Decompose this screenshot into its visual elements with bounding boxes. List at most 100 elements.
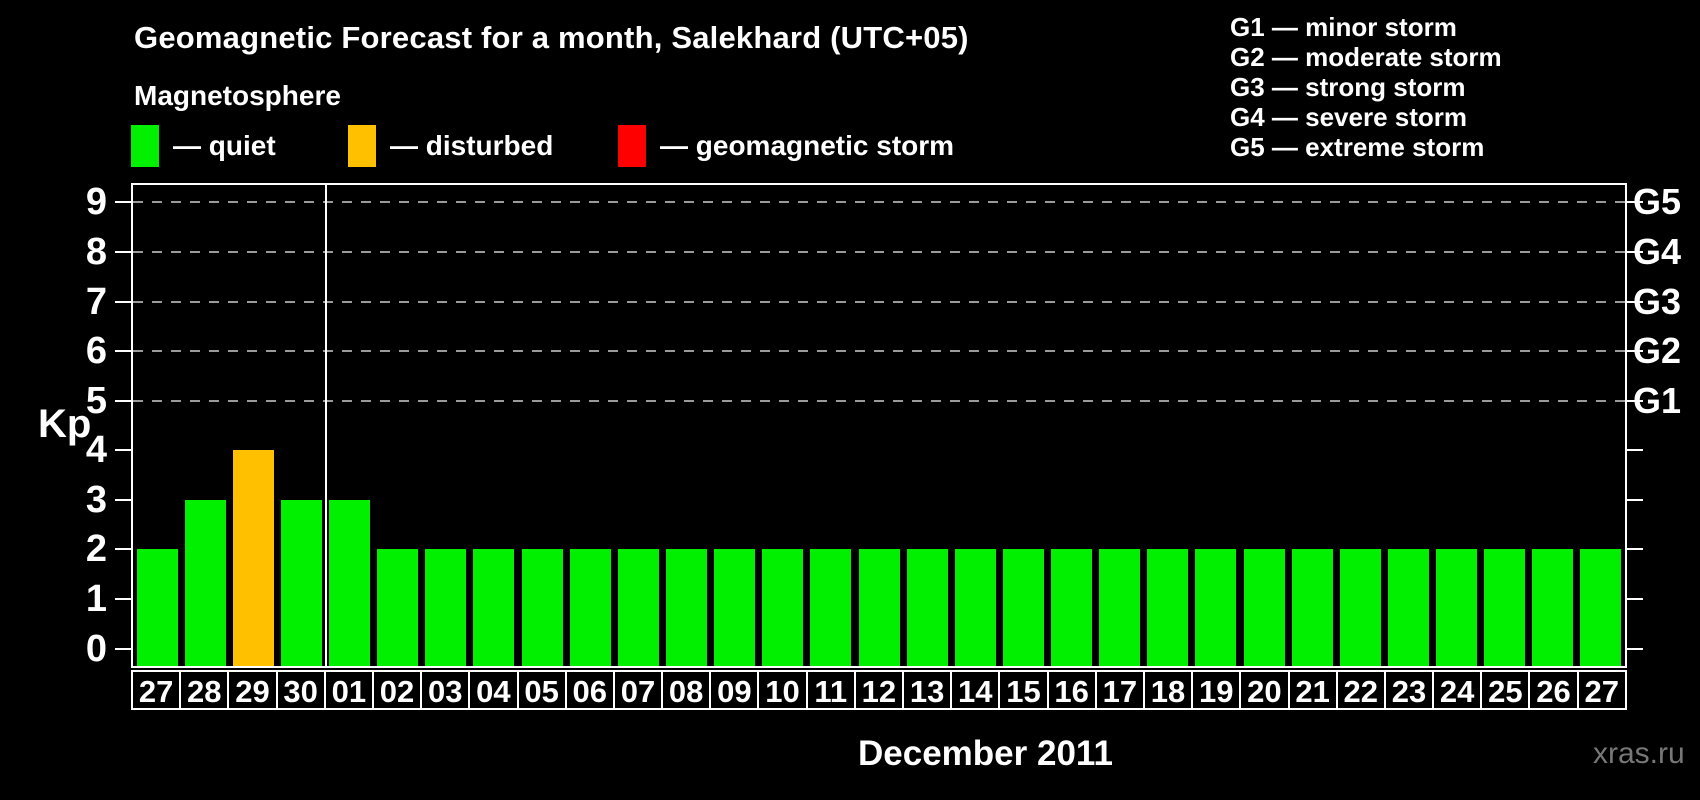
- day-label-cell: 27: [1576, 670, 1627, 710]
- day-label-cell: 11: [805, 670, 856, 710]
- day-label-cell: 04: [468, 670, 519, 710]
- day-label-cell: 28: [179, 670, 230, 710]
- day-label-cell: 24: [1432, 670, 1483, 710]
- y-tick-left-1: [115, 598, 131, 601]
- y-tick-right-1: [1627, 598, 1643, 601]
- kp-bar-day-14: [954, 549, 996, 666]
- kp-bar-day-01: [329, 499, 371, 666]
- day-label-cell: 12: [853, 670, 904, 710]
- kp-bar-day-08: [665, 549, 707, 666]
- day-label-cell: 26: [1528, 670, 1579, 710]
- g-legend-item-g4: G4 — severe storm: [1230, 102, 1468, 132]
- day-label-cell: 23: [1383, 670, 1435, 710]
- kp-bar-day-23: [1387, 549, 1429, 666]
- y-tick-right-7: [1627, 300, 1643, 303]
- y-tick-right-3: [1627, 498, 1643, 501]
- kp-bar-day-27: [1580, 549, 1622, 666]
- day-label-cell: 21: [1287, 670, 1338, 710]
- y-tick-left-7: [115, 300, 131, 303]
- kp-bar-day-26: [1532, 549, 1574, 666]
- day-label-cell: 30: [275, 670, 326, 710]
- y-tick-label-5: 5: [85, 379, 107, 422]
- kp-bar-day-04: [473, 549, 515, 666]
- day-label-cell: 27: [131, 670, 182, 710]
- kp-bar-day-12: [858, 549, 900, 666]
- kp-bar-day-05: [521, 549, 563, 666]
- day-label-cell: 08: [661, 670, 712, 710]
- legend-label-storm: — geomagnetic storm: [660, 130, 955, 161]
- kp-bar-day-06: [569, 549, 611, 666]
- kp-bar-day-09: [714, 549, 756, 666]
- plot-area: 0 1 2 3 4 5 6 7 8 9 G1 G2 G3 G4 G5: [86, 181, 1681, 669]
- y-tick-label-8: 8: [85, 230, 107, 273]
- month-divider-line: [324, 185, 327, 666]
- y-tick-label-6: 6: [85, 330, 107, 373]
- legend-item-disturbed: — disturbed: [348, 124, 553, 168]
- day-label-cell: 06: [564, 670, 615, 710]
- y-tick-right-8: [1627, 250, 1643, 253]
- day-label-cell: 19: [1191, 670, 1242, 710]
- x-axis-day-labels: 27 28 29 30 01 02 03 04 05 06 07 08 09 10 11 12 13 14 15 16…: [131, 670, 1627, 710]
- day-label-cell: 20: [1239, 670, 1290, 710]
- kp-bar-day-16: [1051, 549, 1093, 666]
- gridline-kp8: [133, 250, 1625, 253]
- quiet-color-swatch: [131, 125, 159, 167]
- day-label-cell: 01: [323, 670, 374, 710]
- legend-label-disturbed: — disturbed: [390, 130, 554, 161]
- day-label-cell: 09: [709, 670, 760, 710]
- day-label-cell: 29: [227, 670, 278, 710]
- day-label-cell: 10: [757, 670, 808, 710]
- day-label-cell: 25: [1480, 670, 1531, 710]
- day-label-cell: 17: [1094, 670, 1145, 710]
- kp-bar-day-21: [1291, 549, 1333, 666]
- y-tick-label-1: 1: [85, 578, 107, 621]
- day-label-cell: 14: [950, 670, 1001, 710]
- y-axis-title: Kp: [38, 402, 92, 446]
- g-scale-legend: G1 — minor storm G2 — moderate storm G3 …: [1230, 12, 1502, 162]
- g-axis-label-g4: G4: [1633, 230, 1682, 272]
- y-tick-right-9: [1627, 201, 1643, 204]
- kp-bar-day-29: [232, 450, 274, 666]
- y-tick-left-9: [115, 201, 131, 204]
- kp-bar-day-18: [1147, 549, 1189, 666]
- legend-group-title: Magnetosphere: [134, 80, 341, 111]
- kp-bar-day-27: [136, 549, 178, 666]
- kp-bar-day-02: [377, 549, 419, 666]
- gridline-kp6: [133, 350, 1625, 353]
- gridline-kp7: [133, 300, 1625, 303]
- day-label-cell: 22: [1335, 670, 1386, 710]
- g-axis-label-g3: G3: [1633, 280, 1682, 322]
- y-tick-left-3: [115, 498, 131, 501]
- y-tick-right-6: [1627, 350, 1643, 353]
- legend-item-storm: — geomagnetic storm: [618, 124, 954, 168]
- kp-bar-day-22: [1339, 549, 1381, 666]
- y-tick-left-5: [115, 399, 131, 402]
- gridline-kp5: [133, 399, 1625, 402]
- kp-bar-day-10: [762, 549, 804, 666]
- y-tick-right-0: [1627, 647, 1643, 650]
- y-tick-right-4: [1627, 449, 1643, 452]
- y-tick-right-5: [1627, 399, 1643, 402]
- day-label-cell: 07: [612, 670, 664, 710]
- kp-bar-day-07: [617, 549, 659, 666]
- x-axis-title: December 2011: [858, 734, 1113, 773]
- g-axis-label-g1: G1: [1633, 379, 1682, 421]
- y-tick-left-0: [115, 647, 131, 650]
- g-axis-label-g5: G5: [1633, 181, 1682, 223]
- kp-bar-day-15: [1002, 549, 1044, 666]
- watermark: xras.ru: [1593, 737, 1685, 770]
- g-legend-item-g1: G1 — minor storm: [1230, 12, 1457, 42]
- day-label-cell: 05: [516, 670, 567, 710]
- g-legend-item-g5: G5 — extreme storm: [1230, 132, 1485, 162]
- y-tick-label-7: 7: [85, 280, 107, 323]
- y-tick-label-4: 4: [85, 429, 107, 472]
- kp-bar-day-17: [1099, 549, 1141, 666]
- g-legend-item-g2: G2 — moderate storm: [1230, 42, 1502, 72]
- kp-bar-day-03: [425, 549, 467, 666]
- day-label-cell: 13: [902, 670, 953, 710]
- kp-bar-day-28: [184, 499, 226, 666]
- y-tick-left-4: [115, 449, 131, 452]
- storm-color-swatch: [618, 125, 646, 167]
- kp-bar-day-24: [1436, 549, 1478, 666]
- g-legend-item-g3: G3 — strong storm: [1230, 72, 1466, 102]
